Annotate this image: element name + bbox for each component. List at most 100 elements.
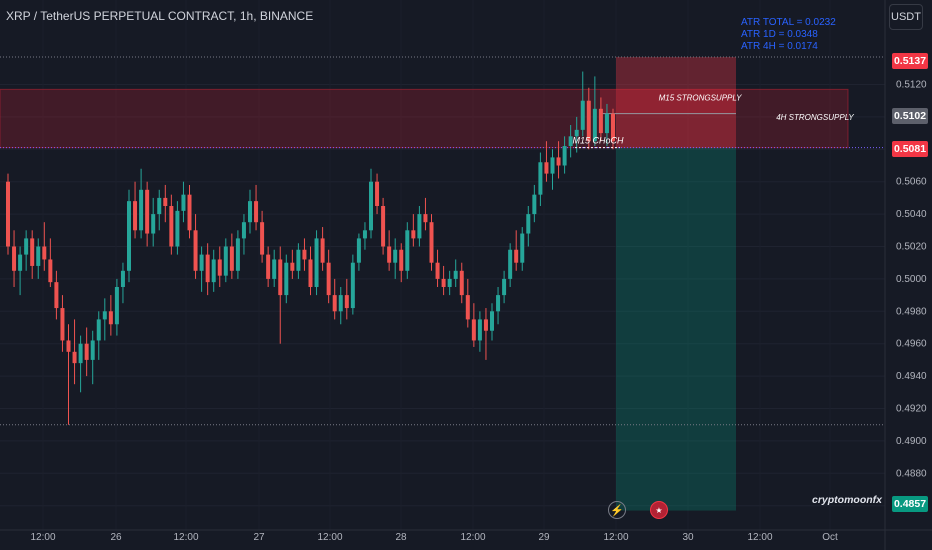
x-tick-label: 28 xyxy=(395,532,407,543)
candle-body xyxy=(308,259,313,287)
candle-body xyxy=(453,270,458,279)
candle-body xyxy=(145,189,150,234)
candle-body xyxy=(151,214,156,234)
candle-body xyxy=(114,287,119,325)
candle-body xyxy=(193,230,198,271)
candle-body xyxy=(496,295,501,312)
stop-loss-zone xyxy=(616,56,736,148)
candle-body xyxy=(344,295,349,309)
candle-body xyxy=(387,246,392,263)
candle-body xyxy=(96,319,101,341)
candle-body xyxy=(211,259,216,283)
candle-body xyxy=(272,259,277,279)
candle-body xyxy=(556,157,561,166)
y-tick-label: 0.4900 xyxy=(896,436,927,447)
candle-body xyxy=(241,222,246,239)
candle-body xyxy=(514,249,519,263)
candle-body xyxy=(133,201,138,231)
candle-body xyxy=(314,238,319,287)
y-tick-label: 0.5040 xyxy=(896,209,927,220)
candle-body xyxy=(611,113,615,142)
candle-body xyxy=(260,222,265,255)
choch-label: M15 CHoCH xyxy=(572,136,624,146)
atr-total-label: ATR TOTAL = 0.0232 xyxy=(741,17,836,28)
price-tag-low: 0.5081 xyxy=(892,141,928,157)
candle-body xyxy=(441,278,446,287)
candle-body xyxy=(381,206,386,247)
x-tick-label: 27 xyxy=(253,532,265,543)
x-tick-label: 12:00 xyxy=(747,532,772,543)
candle-body xyxy=(157,197,162,215)
candle-body xyxy=(266,254,271,279)
candle-body xyxy=(369,181,373,231)
candle-body xyxy=(538,162,543,195)
candle-body xyxy=(108,311,113,325)
candle-body xyxy=(290,262,295,271)
price-tag-top: 0.5137 xyxy=(892,53,928,69)
y-tick-label: 0.4940 xyxy=(896,371,927,382)
candle-body xyxy=(187,194,192,231)
candle-body xyxy=(362,230,367,239)
y-tick-label: 0.4960 xyxy=(896,339,927,350)
x-tick-label: 30 xyxy=(682,532,694,543)
x-tick-label: 12:00 xyxy=(30,532,55,543)
candle-body xyxy=(411,230,416,239)
take-profit-zone xyxy=(616,147,736,511)
y-tick-label: 0.4880 xyxy=(896,468,927,479)
candle-body xyxy=(447,278,452,287)
candle-body xyxy=(526,214,531,234)
candle-body xyxy=(199,254,204,271)
candle-body xyxy=(18,254,23,271)
y-tick-label: 0.5000 xyxy=(896,274,927,285)
candle-body xyxy=(604,113,609,134)
candle-body xyxy=(405,230,410,271)
candle-body xyxy=(435,262,440,279)
currency-button[interactable]: USDT xyxy=(889,4,923,30)
candle-body xyxy=(102,311,107,320)
candle-body xyxy=(84,343,89,360)
atr-4h-label: ATR 4H = 0.0174 xyxy=(741,41,818,52)
candle-body xyxy=(24,238,29,255)
candle-body xyxy=(483,319,488,331)
y-tick-label: 0.5060 xyxy=(896,177,927,188)
candle-body xyxy=(42,246,47,260)
candle-body xyxy=(544,162,549,174)
us-flag-icon[interactable]: ★ xyxy=(650,501,668,519)
candle-body xyxy=(229,246,234,271)
candle-body xyxy=(284,262,289,296)
candle-body xyxy=(471,319,476,341)
candle-body xyxy=(6,181,10,247)
candle-body xyxy=(417,214,422,239)
candle-body xyxy=(350,262,355,309)
candle-body xyxy=(465,295,470,320)
candle-body xyxy=(568,136,573,147)
candle-body xyxy=(502,278,507,296)
candle-body xyxy=(326,262,331,296)
atr-1d-label: ATR 1D = 0.0348 xyxy=(741,29,818,40)
candle-body xyxy=(169,206,174,247)
candle-body xyxy=(12,246,17,271)
h4-supply-zone xyxy=(0,88,849,149)
candle-body xyxy=(120,270,125,287)
x-tick-label: 12:00 xyxy=(460,532,485,543)
candle-body xyxy=(163,197,168,206)
candle-body xyxy=(254,201,259,223)
y-tick-label: 0.4920 xyxy=(896,404,927,415)
x-tick-label: 12:00 xyxy=(603,532,628,543)
candle-body xyxy=(532,194,537,215)
x-tick-label: Oct xyxy=(822,532,838,543)
candle-body xyxy=(205,254,210,283)
candle-body xyxy=(580,100,585,130)
candle-body xyxy=(459,270,464,296)
price-tag-current: 0.5102 xyxy=(892,108,928,124)
candle-body xyxy=(36,246,41,266)
candle-body xyxy=(320,238,325,263)
candle-body xyxy=(30,238,35,266)
lightning-icon[interactable]: ⚡ xyxy=(608,501,626,519)
candle-body xyxy=(592,108,597,142)
m15-supply-zone xyxy=(600,89,736,114)
candle-body xyxy=(302,249,307,260)
candle-body xyxy=(586,100,591,142)
